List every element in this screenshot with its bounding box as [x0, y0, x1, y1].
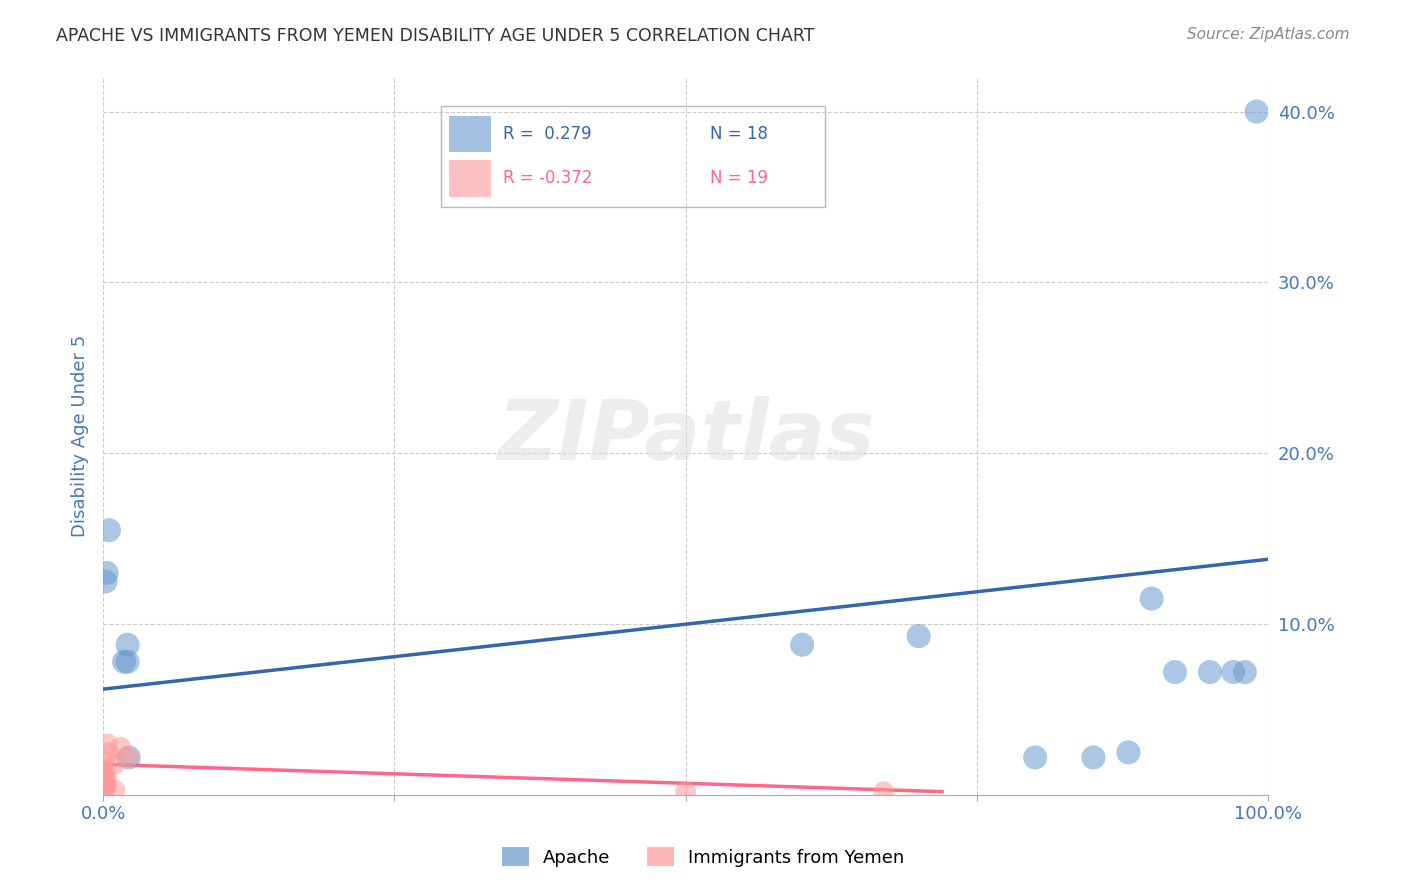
Point — [94, 780, 117, 794]
Point — [97, 523, 120, 537]
Text: ZIPatlas: ZIPatlas — [496, 396, 875, 476]
Point — [1246, 104, 1268, 119]
Point — [907, 629, 929, 643]
Point — [97, 737, 120, 751]
Point — [117, 655, 139, 669]
Point — [96, 780, 118, 794]
Point — [118, 750, 141, 764]
Point — [118, 750, 141, 764]
Point — [112, 655, 135, 669]
Point — [1118, 745, 1140, 759]
Point — [97, 745, 120, 759]
Point — [873, 784, 896, 798]
Point — [675, 784, 697, 798]
Point — [1024, 750, 1046, 764]
Point — [91, 771, 114, 785]
Point — [93, 754, 115, 768]
Point — [91, 763, 114, 777]
Point — [91, 780, 114, 794]
Point — [93, 774, 115, 789]
Point — [94, 767, 117, 781]
Point — [96, 566, 118, 580]
Point — [1199, 665, 1222, 679]
Point — [110, 740, 132, 755]
Point — [93, 771, 115, 785]
Point — [94, 574, 117, 589]
Point — [1222, 665, 1244, 679]
Point — [1140, 591, 1163, 606]
Point — [104, 757, 127, 772]
Text: APACHE VS IMMIGRANTS FROM YEMEN DISABILITY AGE UNDER 5 CORRELATION CHART: APACHE VS IMMIGRANTS FROM YEMEN DISABILI… — [56, 27, 814, 45]
Point — [1083, 750, 1105, 764]
Text: Source: ZipAtlas.com: Source: ZipAtlas.com — [1187, 27, 1350, 42]
Point — [1164, 665, 1187, 679]
Y-axis label: Disability Age Under 5: Disability Age Under 5 — [72, 335, 89, 537]
Point — [792, 638, 814, 652]
Point — [117, 638, 139, 652]
Point — [96, 771, 118, 785]
Point — [1233, 665, 1256, 679]
Legend: Apache, Immigrants from Yemen: Apache, Immigrants from Yemen — [495, 840, 911, 874]
Point — [93, 780, 115, 794]
Point — [104, 783, 127, 797]
